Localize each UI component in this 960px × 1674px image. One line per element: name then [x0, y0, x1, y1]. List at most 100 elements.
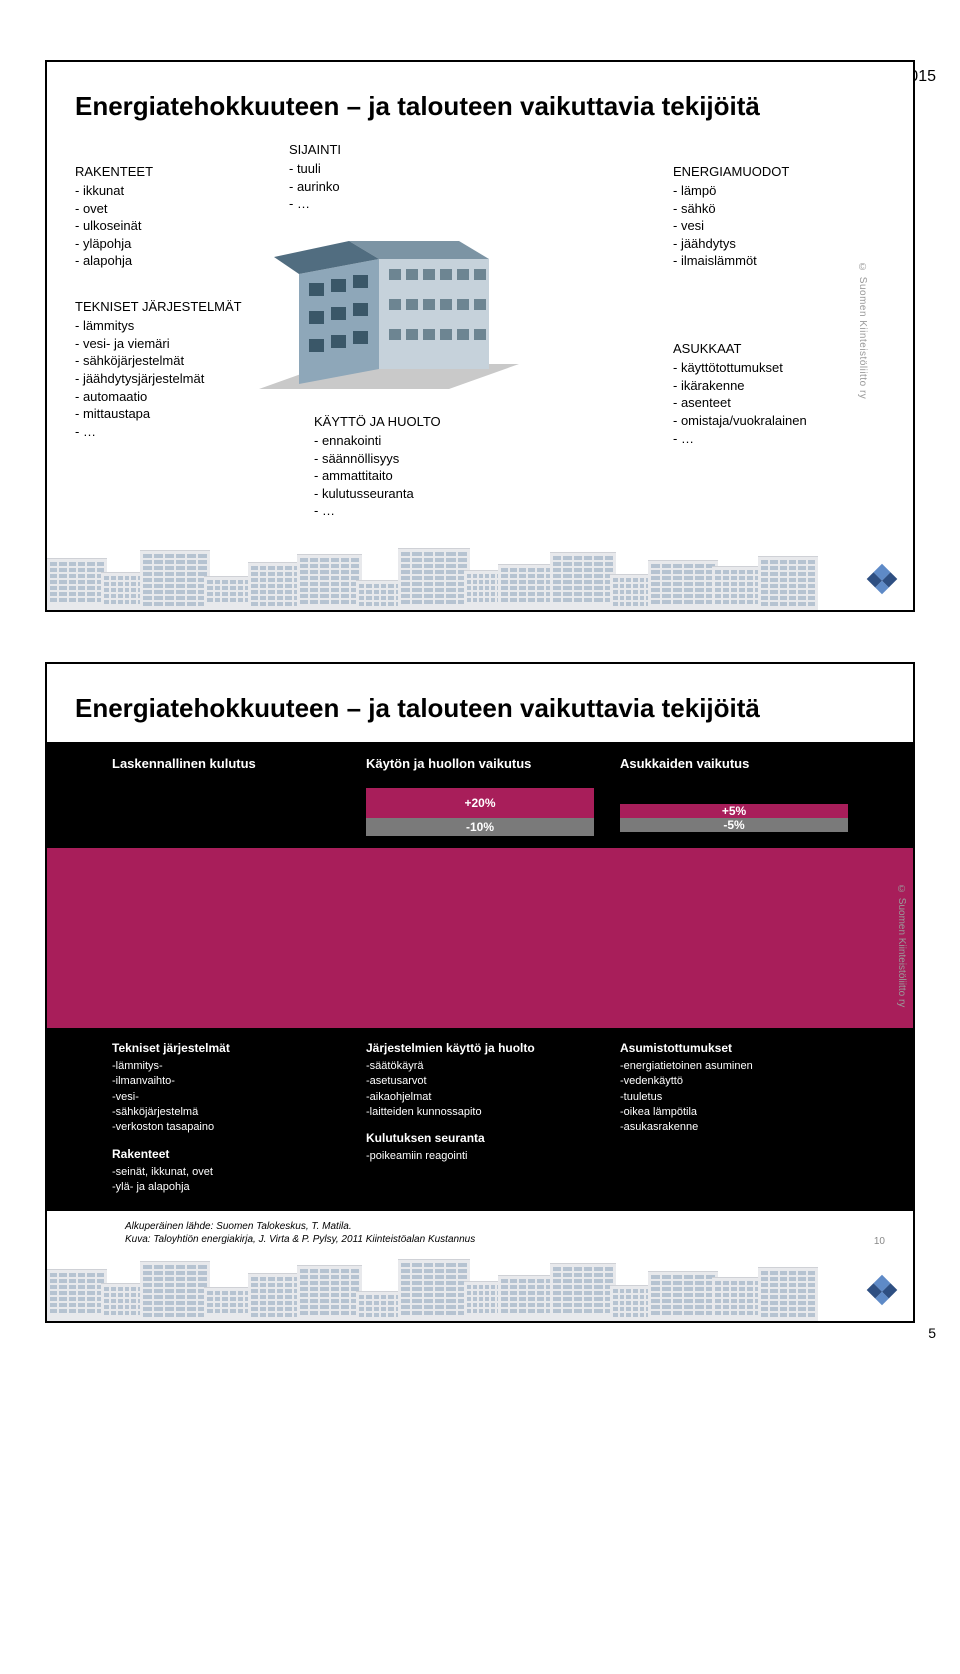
city-building	[47, 1269, 107, 1321]
city-building	[758, 1267, 818, 1321]
slide2-title: Energiatehokkuuteen – ja talouteen vaiku…	[75, 692, 885, 725]
rakenteet-item: - alapohja	[75, 252, 245, 270]
chart2-list-item: -vedenkäyttö	[620, 1074, 848, 1089]
chart2-list-item: -asetusarvot	[366, 1074, 594, 1089]
city-building	[398, 548, 470, 610]
energiamuodot-item: - ilmaislämmöt	[673, 252, 843, 270]
tekniset-item: - lämmitys	[75, 317, 245, 335]
credit-line1: Alkuperäinen lähde: Suomen Talokeskus, T…	[75, 1221, 885, 1232]
tekniset-item: - mittaustapa	[75, 405, 245, 423]
col-left: RAKENTEET - ikkunat - ovet - ulkoseinät …	[75, 141, 245, 441]
sijainti-item: - aurinko	[289, 178, 379, 196]
chart2-list-col: Asumistottumukset -energiatietoinen asumi…	[620, 1040, 848, 1195]
chart2-bigbar	[47, 848, 913, 1028]
credit-line2: Kuva: Taloyhtiön energiakirja, J. Virta …	[75, 1234, 885, 1245]
chart2-list-item: -vesi-	[112, 1090, 340, 1105]
kaytto-head: KÄYTTÖ JA HUOLTO	[314, 413, 659, 431]
asukkaat-item: - ikärakenne	[673, 377, 843, 395]
city-building	[204, 576, 254, 610]
impact-bar: -10%	[366, 818, 594, 836]
tekniset-item: - sähköjärjestelmät	[75, 352, 245, 370]
rakenteet-head: RAKENTEET	[75, 163, 245, 181]
chart2-columns: Laskennallinen kulutus Käytön ja huollon …	[112, 756, 848, 844]
city-building	[248, 1273, 303, 1321]
rakenteet-item: - ulkoseinät	[75, 217, 245, 235]
slide2-number: 10	[874, 1236, 885, 1247]
chart2-list-head: Järjestelmien käyttö ja huolto	[366, 1040, 594, 1057]
asukkaat-item: - …	[673, 430, 843, 448]
chart2: Laskennallinen kulutus Käytön ja huollon …	[47, 742, 913, 1211]
city-building	[47, 558, 107, 610]
rakenteet-item: - ovet	[75, 200, 245, 218]
rakenteet-item: - yläpohja	[75, 235, 245, 253]
slide-2: Energiatehokkuuteen – ja talouteen vaiku…	[45, 662, 915, 1323]
chart2-col-title: Asukkaiden vaikutus	[620, 756, 848, 772]
city-building	[712, 1277, 764, 1321]
kaytto-item: - kulutusseuranta	[314, 485, 659, 503]
asukkaat-item: - asenteet	[673, 394, 843, 412]
tekniset-item: - automaatio	[75, 388, 245, 406]
chart2-list-item: -verkoston tasapaino	[112, 1120, 340, 1135]
sijainti-item: - …	[289, 195, 379, 213]
chart2-list-item: -oikea lämpötila	[620, 1105, 848, 1120]
city-building	[297, 1265, 362, 1321]
col-right: ENERGIAMUODOT - lämpö - sähkö - vesi - j…	[673, 141, 843, 448]
chart2-lists: Tekniset järjestelmät-lämmitys--ilmanvai…	[112, 1040, 848, 1195]
sijainti-item: - tuuli	[289, 160, 379, 178]
chart2-list-item: -aikaohjelmat	[366, 1090, 594, 1105]
slide1-content: RAKENTEET - ikkunat - ovet - ulkoseinät …	[75, 141, 885, 520]
city-building	[204, 1287, 254, 1321]
kaytto-item: - ammattitaito	[314, 467, 659, 485]
impact-bar-group: +5%-5%	[620, 778, 848, 838]
city-building	[550, 552, 616, 610]
slide1-title: Energiatehokkuuteen – ja talouteen vaiku…	[75, 90, 885, 123]
energiamuodot-item: - vesi	[673, 217, 843, 235]
chart2-col-title: Käytön ja huollon vaikutus	[366, 756, 594, 772]
energiamuodot-head: ENERGIAMUODOT	[673, 163, 843, 181]
city-building	[356, 1291, 404, 1321]
impact-bar: +20%	[366, 788, 594, 818]
chart2-list-head: Kulutuksen seuranta	[366, 1130, 594, 1147]
kaytto-item: - …	[314, 502, 659, 520]
energiamuodot-item: - sähkö	[673, 200, 843, 218]
chart2-list-item: -säätökäyrä	[366, 1059, 594, 1074]
chart2-column: Asukkaiden vaikutus +5%-5%	[620, 756, 848, 844]
slide2-copyright: © Suomen Kiinteistöliitto ry	[896, 884, 907, 1007]
chart2-list-head: Asumistottumukset	[620, 1040, 848, 1057]
asukkaat-item: - käyttötottumukset	[673, 359, 843, 377]
impact-bar-group	[112, 778, 340, 838]
chart2-list-item: -ylä- ja alapohja	[112, 1180, 340, 1195]
chart2-list-item: -laitteiden kunnossapito	[366, 1105, 594, 1120]
city-building	[758, 556, 818, 610]
city-building	[550, 1263, 616, 1321]
energiamuodot-item: - lämpö	[673, 182, 843, 200]
chart2-list-item: -energiatietoinen asuminen	[620, 1059, 848, 1074]
asukkaat-item: - omistaja/vuokralainen	[673, 412, 843, 430]
chart2-list-head: Tekniset järjestelmät	[112, 1040, 340, 1057]
diamond-logo-icon	[865, 1273, 899, 1307]
city-building	[648, 1271, 718, 1321]
impact-bar: -5%	[620, 818, 848, 832]
chart2-list-item: -poikeamiin reagointi	[366, 1149, 594, 1164]
chart2-list-item: -sähköjärjestelmä	[112, 1105, 340, 1120]
energiamuodot-item: - jäähdytys	[673, 235, 843, 253]
chart2-list-item: -asukasrakenne	[620, 1120, 848, 1135]
col-center: SIJAINTI - tuuli - aurinko - …	[259, 141, 659, 520]
impact-bar: +5%	[620, 804, 848, 818]
chart2-col-title: Laskennallinen kulutus	[112, 756, 340, 772]
chart2-list-head: Rakenteet	[112, 1146, 340, 1163]
chart2-list-item: -seinät, ikkunat, ovet	[112, 1165, 340, 1180]
tekniset-head: TEKNISET JÄRJESTELMÄT	[75, 298, 245, 316]
city-building	[498, 564, 556, 610]
page-number: 5	[928, 1325, 936, 1341]
city-building	[140, 1261, 210, 1321]
building-graphic	[259, 213, 659, 419]
tekniset-item: - vesi- ja viemäri	[75, 335, 245, 353]
chart2-list-item: -ilmanvaihto-	[112, 1074, 340, 1089]
cityscape-footer	[47, 1249, 913, 1321]
chart2-list-col: Järjestelmien käyttö ja huolto -säätökäyr…	[366, 1040, 594, 1195]
slide1-copyright: © Suomen Kiinteistöliitto ry	[857, 262, 868, 399]
city-building	[140, 550, 210, 610]
city-building	[356, 580, 404, 610]
chart2-list-col: Tekniset järjestelmät-lämmitys--ilmanvai…	[112, 1040, 340, 1195]
